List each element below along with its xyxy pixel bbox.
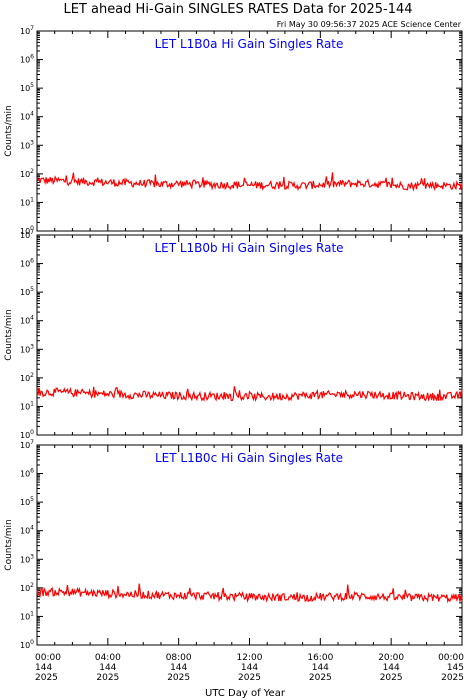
x-tick-label: 2025 <box>96 673 119 683</box>
x-tick-label: 144 <box>99 663 116 673</box>
x-tick-label: 20:00 <box>378 653 404 663</box>
x-tick-label: 144 <box>35 663 52 673</box>
y-tick-label: 101 <box>20 400 34 411</box>
chart-panel-1: 100 101 102 103 104 105 106 107 Counts/min LET L1… <box>4 25 463 236</box>
figure-title: LET ahead Hi-Gain SINGLES RATES Data for… <box>63 2 412 17</box>
x-tick-label: 2025 <box>441 673 464 683</box>
x-tick-label: 16:00 <box>307 653 333 663</box>
y-tick-label: 106 <box>20 258 34 269</box>
panel-title: LET L1B0c Hi Gain Singles Rate <box>155 451 343 465</box>
y-tick-label: 103 <box>20 553 34 564</box>
x-tick-label: 12:00 <box>237 653 263 663</box>
x-tick-label: 00:00 <box>438 653 464 663</box>
x-tick-label: 144 <box>383 663 400 673</box>
y-tick-label: 100 <box>20 225 34 236</box>
singles-rate-trace <box>36 386 463 403</box>
panel-frame <box>36 234 463 436</box>
x-tick-label: 2025 <box>167 673 190 683</box>
y-tick-label: 106 <box>20 54 34 65</box>
y-tick-label: 103 <box>20 343 34 354</box>
x-tick-label: 144 <box>170 663 187 673</box>
chart-panels: 100 101 102 103 104 105 106 107 Counts/min LET L1… <box>4 25 463 650</box>
panel-frame <box>36 30 463 232</box>
y-tick-label: 106 <box>20 468 34 479</box>
x-tick-label: 08:00 <box>166 653 192 663</box>
generation-stamp: Fri May 30 09:56:37 2025 ACE Science Cen… <box>277 20 462 29</box>
panel-title: LET L1B0b Hi Gain Singles Rate <box>154 241 343 255</box>
chart-panel-2: 100 101 102 103 104 105 106 107 Counts/min LET L1… <box>4 229 463 440</box>
x-axis-label: UTC Day of Year <box>205 688 286 699</box>
x-tick-label: 144 <box>241 663 258 673</box>
y-tick-label: 107 <box>20 229 34 240</box>
chart-panel-3: 100 101 102 103 104 105 106 107 Counts/min LET L1… <box>4 439 463 650</box>
y-tick-label: 100 <box>20 639 34 650</box>
y-tick-label: 102 <box>20 168 34 179</box>
x-tick-label: 2025 <box>380 673 403 683</box>
y-tick-label: 102 <box>20 582 34 593</box>
x-tick-label: 04:00 <box>95 653 121 663</box>
y-tick-label: 103 <box>20 139 34 150</box>
y-tick-label: 105 <box>20 82 34 93</box>
y-tick-label: 107 <box>20 25 34 36</box>
x-axis-tick-labels: 00:00144202504:00144202508:00144202512:0… <box>35 653 464 683</box>
y-tick-label: 104 <box>20 111 34 122</box>
x-tick-label: 2025 <box>35 673 58 683</box>
singles-rate-trace <box>36 172 463 192</box>
y-tick-label: 101 <box>20 610 34 621</box>
x-tick-label: 144 <box>312 663 329 673</box>
x-tick-label: 00:00 <box>35 653 61 663</box>
x-tick-label: 2025 <box>238 673 261 683</box>
y-tick-label: 105 <box>20 496 34 507</box>
y-tick-label: 104 <box>20 525 34 536</box>
y-tick-label: 104 <box>20 315 34 326</box>
y-tick-label: 105 <box>20 286 34 297</box>
panel-frame <box>36 444 463 646</box>
y-axis-label: Counts/min <box>4 519 14 570</box>
singles-rate-trace <box>36 583 463 604</box>
y-tick-label: 100 <box>20 429 34 440</box>
x-tick-label: 2025 <box>309 673 332 683</box>
y-axis-label: Counts/min <box>4 309 14 360</box>
y-tick-label: 107 <box>20 439 34 450</box>
y-axis-label: Counts/min <box>4 105 14 156</box>
y-tick-label: 102 <box>20 372 34 383</box>
y-tick-label: 101 <box>20 196 34 207</box>
x-tick-label: 145 <box>447 663 464 673</box>
panel-title: LET L1B0a Hi Gain Singles Rate <box>155 37 344 51</box>
